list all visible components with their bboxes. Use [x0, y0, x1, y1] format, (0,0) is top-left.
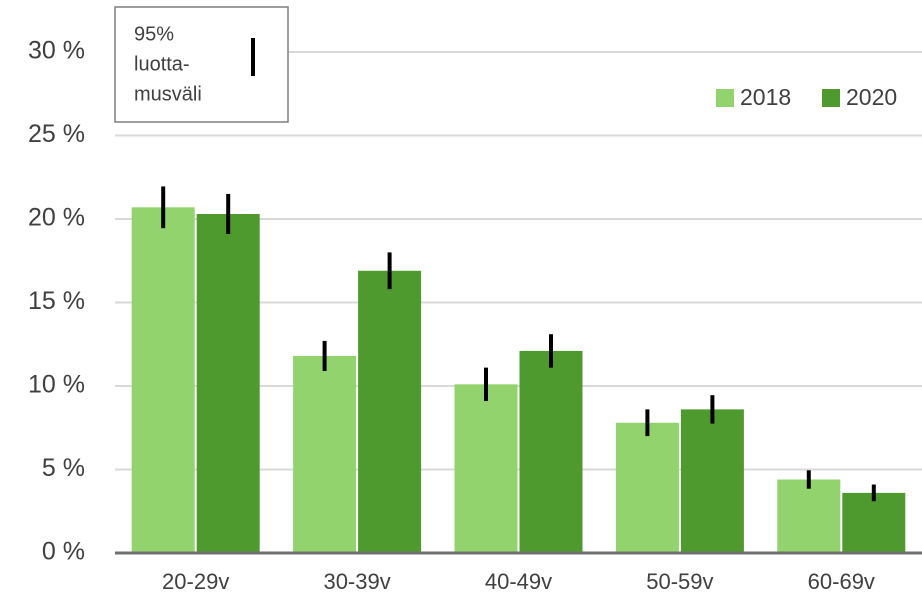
bar — [842, 492, 906, 553]
x-tick-label: 60-69v — [808, 569, 875, 594]
bar — [358, 270, 422, 553]
bar — [196, 213, 260, 554]
bar — [454, 384, 518, 553]
legend-label: 2020 — [846, 84, 897, 110]
legend-swatch — [822, 89, 840, 107]
legend-swatch — [716, 89, 734, 107]
error-legend-text: 95% — [134, 23, 174, 45]
y-tick-label: 30 % — [28, 37, 85, 65]
x-tick-label: 50-59v — [646, 569, 713, 594]
y-tick-label: 0 % — [42, 538, 85, 566]
x-tick-label: 20-29v — [162, 569, 229, 594]
y-tick-label: 5 % — [42, 454, 85, 482]
bar — [777, 479, 841, 553]
error-legend-box — [114, 6, 289, 123]
y-tick-label: 25 % — [28, 120, 85, 148]
y-tick-label: 15 % — [28, 287, 85, 315]
bar — [131, 207, 195, 553]
y-tick-label: 10 % — [28, 371, 85, 399]
x-tick-label: 40-49v — [485, 569, 552, 594]
x-tick-label: 30-39v — [323, 569, 390, 594]
y-tick-label: 20 % — [28, 204, 85, 232]
bar — [615, 422, 679, 553]
legend-label: 2018 — [740, 84, 791, 110]
bar — [519, 350, 583, 553]
error-legend-text: luotta- — [134, 53, 190, 75]
bar — [680, 409, 744, 553]
error-legend-text: musväli — [134, 83, 202, 105]
bar — [293, 355, 357, 553]
